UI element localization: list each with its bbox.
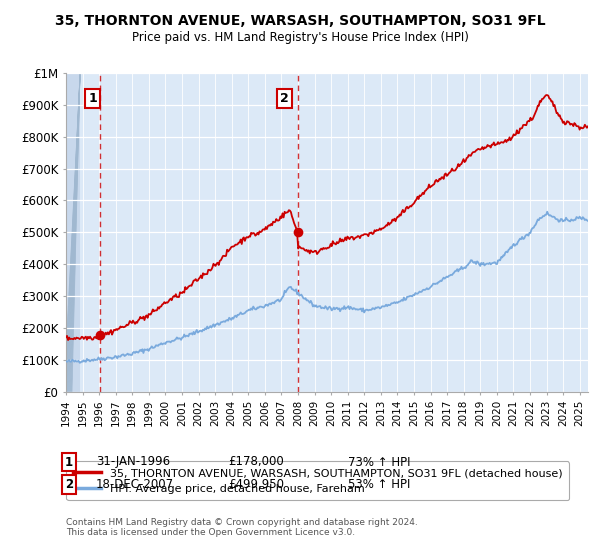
Text: 2: 2	[65, 478, 73, 491]
Text: Contains HM Land Registry data © Crown copyright and database right 2024.
This d: Contains HM Land Registry data © Crown c…	[66, 518, 418, 538]
Text: Price paid vs. HM Land Registry's House Price Index (HPI): Price paid vs. HM Land Registry's House …	[131, 31, 469, 44]
Text: £499,950: £499,950	[228, 478, 284, 491]
Text: 1: 1	[88, 92, 97, 105]
Text: 1: 1	[65, 455, 73, 469]
Text: 2: 2	[280, 92, 289, 105]
Text: 31-JAN-1996: 31-JAN-1996	[96, 455, 170, 469]
Text: 35, THORNTON AVENUE, WARSASH, SOUTHAMPTON, SO31 9FL: 35, THORNTON AVENUE, WARSASH, SOUTHAMPTO…	[55, 14, 545, 28]
Text: 18-DEC-2007: 18-DEC-2007	[96, 478, 174, 491]
Text: £178,000: £178,000	[228, 455, 284, 469]
Bar	[66, 73, 80, 392]
Text: 73% ↑ HPI: 73% ↑ HPI	[348, 455, 410, 469]
Text: 53% ↑ HPI: 53% ↑ HPI	[348, 478, 410, 491]
Legend: 35, THORNTON AVENUE, WARSASH, SOUTHAMPTON, SO31 9FL (detached house), HPI: Avera: 35, THORNTON AVENUE, WARSASH, SOUTHAMPTO…	[67, 461, 569, 500]
